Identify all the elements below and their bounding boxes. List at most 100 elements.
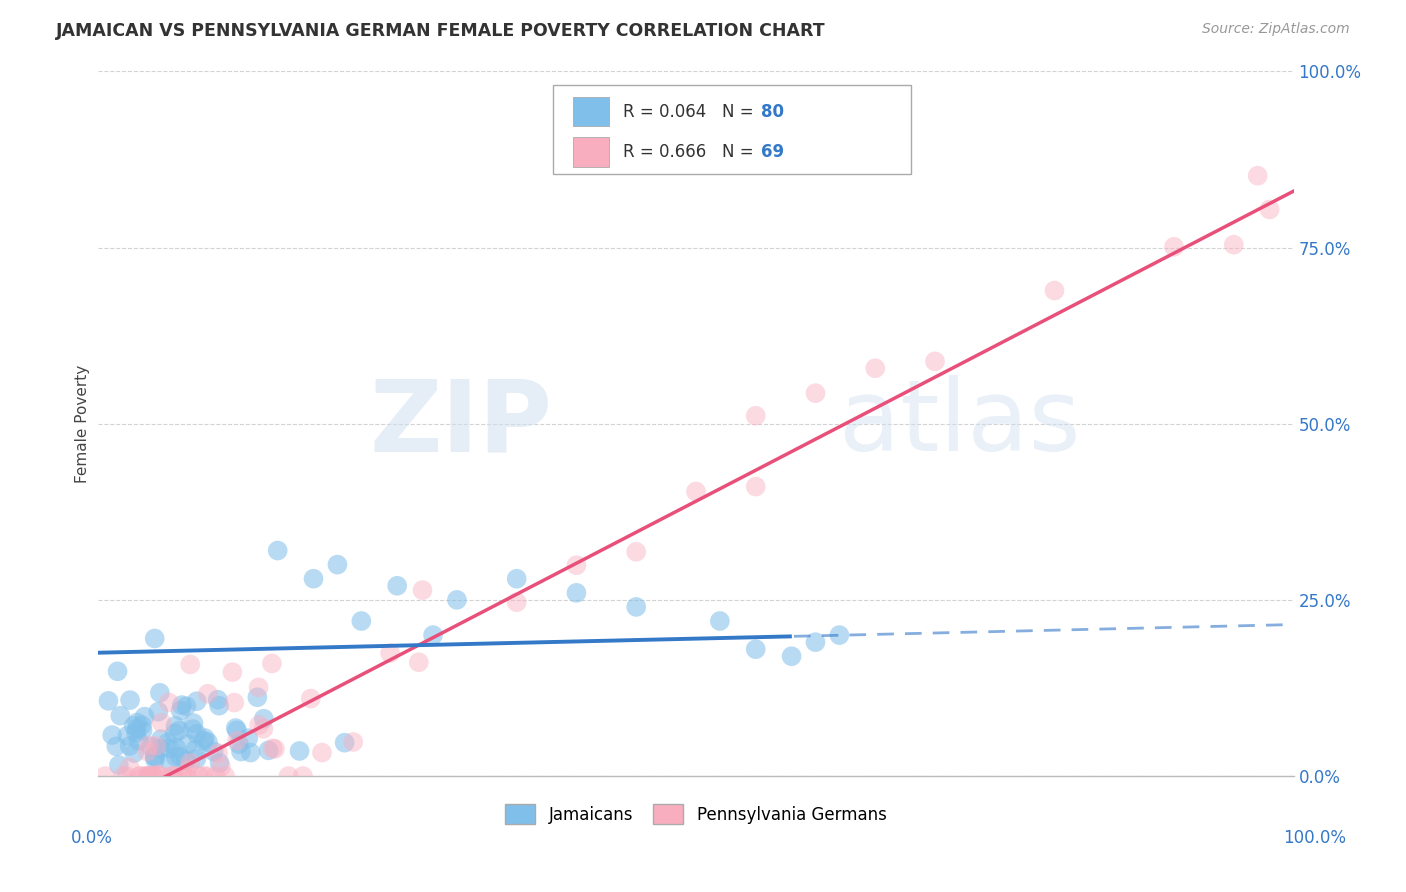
Point bbox=[828, 628, 851, 642]
Point bbox=[239, 746, 262, 760]
Text: 0.0%: 0.0% bbox=[70, 829, 112, 847]
Point bbox=[160, 769, 183, 783]
Point bbox=[194, 731, 217, 745]
Point bbox=[186, 694, 208, 708]
Point bbox=[208, 698, 231, 713]
Point bbox=[1258, 202, 1281, 217]
Point bbox=[299, 691, 322, 706]
Point bbox=[253, 712, 276, 726]
Point bbox=[134, 769, 156, 783]
Point bbox=[311, 746, 333, 760]
Point bbox=[177, 763, 200, 777]
Text: Source: ZipAtlas.com: Source: ZipAtlas.com bbox=[1202, 22, 1350, 37]
Point bbox=[685, 484, 707, 499]
Point bbox=[214, 769, 236, 783]
FancyBboxPatch shape bbox=[572, 137, 609, 167]
Point bbox=[122, 719, 145, 733]
Point bbox=[804, 635, 827, 649]
Point bbox=[148, 705, 170, 719]
Point bbox=[173, 769, 195, 783]
Point bbox=[150, 732, 173, 747]
Point bbox=[506, 572, 529, 586]
Point bbox=[246, 690, 269, 705]
Point bbox=[159, 741, 181, 756]
Y-axis label: Female Poverty: Female Poverty bbox=[75, 365, 90, 483]
Point bbox=[110, 708, 132, 723]
Point bbox=[170, 704, 193, 718]
Point bbox=[169, 749, 191, 764]
Point bbox=[165, 719, 187, 733]
Point bbox=[129, 769, 152, 783]
Point bbox=[142, 769, 165, 783]
Point bbox=[170, 698, 193, 712]
Point bbox=[1163, 240, 1185, 254]
Point bbox=[143, 749, 166, 764]
Point bbox=[143, 769, 166, 783]
Point bbox=[157, 695, 180, 709]
Point bbox=[804, 386, 827, 401]
Point bbox=[143, 749, 166, 764]
Point bbox=[143, 632, 166, 646]
Point bbox=[176, 737, 198, 751]
Point bbox=[107, 665, 129, 679]
Point bbox=[277, 769, 299, 783]
Point bbox=[105, 739, 128, 754]
Point bbox=[257, 743, 280, 757]
Point bbox=[125, 722, 148, 736]
Point bbox=[224, 696, 246, 710]
Point bbox=[411, 583, 433, 598]
Point bbox=[97, 694, 120, 708]
Point bbox=[101, 728, 124, 742]
Point bbox=[162, 769, 184, 783]
Point bbox=[350, 614, 373, 628]
Point bbox=[128, 769, 150, 783]
Point bbox=[195, 769, 218, 783]
Point bbox=[118, 739, 141, 753]
Point bbox=[149, 686, 172, 700]
Point bbox=[209, 760, 232, 774]
Point bbox=[146, 769, 169, 783]
Text: ZIP: ZIP bbox=[370, 376, 553, 472]
Point bbox=[709, 614, 731, 628]
Point bbox=[333, 736, 356, 750]
Point bbox=[193, 769, 215, 783]
Point bbox=[260, 657, 283, 671]
Text: R = 0.666   N =: R = 0.666 N = bbox=[623, 144, 759, 161]
Point bbox=[745, 479, 768, 493]
Point bbox=[179, 657, 201, 672]
Point bbox=[176, 769, 198, 783]
Point bbox=[197, 687, 219, 701]
Point bbox=[745, 642, 768, 657]
Point bbox=[202, 744, 225, 758]
Point bbox=[141, 769, 163, 783]
Point bbox=[181, 722, 204, 736]
Text: 100.0%: 100.0% bbox=[1284, 829, 1346, 847]
Point bbox=[226, 733, 249, 747]
Point bbox=[506, 595, 529, 609]
Point bbox=[197, 735, 219, 749]
Point bbox=[131, 718, 153, 732]
Point bbox=[326, 558, 349, 572]
Point bbox=[229, 745, 252, 759]
Point bbox=[176, 699, 198, 714]
Text: R = 0.064   N =: R = 0.064 N = bbox=[623, 103, 759, 120]
Point bbox=[207, 692, 229, 706]
Point bbox=[208, 756, 231, 770]
Point bbox=[1043, 284, 1066, 298]
Point bbox=[145, 739, 167, 753]
Point bbox=[1223, 237, 1246, 252]
Point bbox=[174, 753, 197, 767]
Text: JAMAICAN VS PENNSYLVANIA GERMAN FEMALE POVERTY CORRELATION CHART: JAMAICAN VS PENNSYLVANIA GERMAN FEMALE P… bbox=[56, 22, 825, 40]
FancyBboxPatch shape bbox=[553, 86, 911, 174]
Point bbox=[267, 543, 290, 558]
Point bbox=[924, 354, 946, 368]
Point bbox=[179, 756, 201, 770]
Point bbox=[422, 628, 444, 642]
Point bbox=[565, 586, 588, 600]
Point bbox=[207, 746, 229, 760]
Point bbox=[221, 665, 243, 679]
Point bbox=[302, 572, 325, 586]
Point bbox=[120, 693, 142, 707]
Point bbox=[149, 741, 172, 756]
Point bbox=[112, 769, 135, 783]
